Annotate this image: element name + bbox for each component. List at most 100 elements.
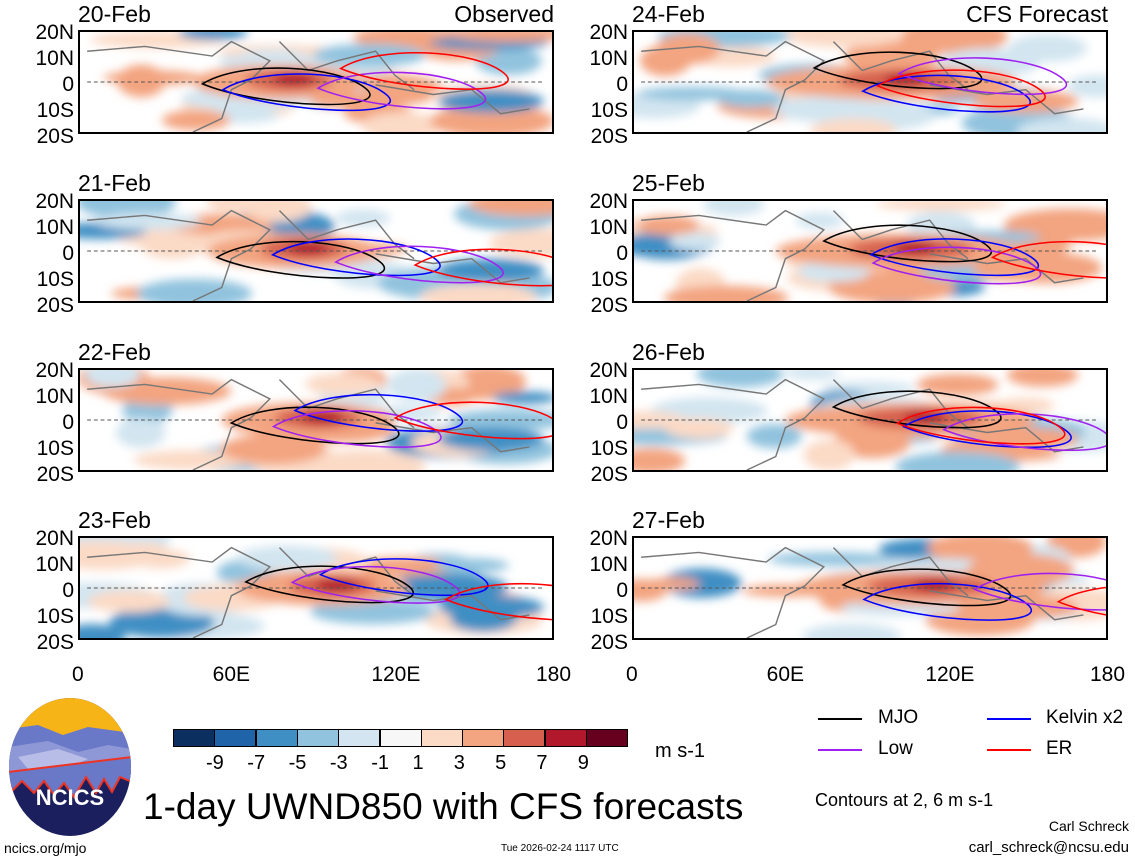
colorbar-label: 1: [412, 752, 424, 774]
wind-anomaly-shading: [895, 451, 1020, 470]
wind-anomaly-shading: [702, 201, 765, 216]
lat-tick-label: 0: [62, 411, 74, 434]
wind-anomaly-shading: [1067, 74, 1106, 98]
lat-tick-label: 20N: [589, 359, 628, 382]
contour-low: [942, 413, 1106, 451]
legend-label-kelvin: Kelvin x2: [1046, 707, 1124, 728]
email[interactable]: carl_schreck@ncsu.edu: [968, 839, 1129, 856]
panel-type-label: CFS Forecast: [966, 1, 1108, 27]
lat-tick-label: 10N: [589, 385, 628, 408]
wind-anomaly-shading: [996, 397, 1055, 414]
wind-anomaly-shading: [780, 32, 904, 48]
lon-tick-label: 120E: [371, 663, 421, 686]
colorbar-swatch: [255, 729, 298, 747]
wind-anomaly-shading: [637, 86, 751, 101]
lat-tick-label: 10N: [35, 385, 74, 408]
wind-anomaly-shading: [136, 278, 253, 301]
wind-anomaly-shading: [810, 118, 897, 132]
wind-anomaly-shading: [1016, 117, 1106, 132]
wind-anomaly-shading: [115, 417, 166, 448]
wind-anomaly-shading: [446, 32, 552, 43]
contour-kelvin: [221, 73, 391, 112]
colorbar-swatch: [338, 729, 381, 747]
colorbar-label: -7: [247, 752, 266, 774]
wind-anomaly-shading: [161, 110, 231, 131]
wind-anomaly-shading: [795, 212, 845, 229]
contour-er: [339, 51, 509, 90]
wind-anomaly-shading: [972, 595, 1079, 619]
contour-er: [895, 406, 1066, 445]
lat-tick-label: 10N: [35, 553, 74, 576]
wind-anomaly-shading: [313, 43, 426, 67]
lat-tick-label: 0: [616, 411, 628, 434]
wind-anomaly-shading: [468, 201, 529, 212]
panel-date: 22-Feb: [78, 339, 151, 365]
panel-date: 27-Feb: [632, 507, 705, 533]
coastline: [641, 40, 1084, 132]
contour-er: [413, 248, 552, 287]
wind-anomaly-shading: [87, 590, 171, 613]
colorbar-swatch: [214, 729, 257, 747]
panel-date: 24-Feb: [632, 1, 705, 27]
lat-tick-label: 20N: [35, 21, 74, 44]
lat-tick-label: 10S: [36, 437, 74, 460]
contour-kelvin: [862, 582, 1032, 621]
colorbar-swatch: [586, 729, 628, 747]
colorbar-swatch: [379, 729, 422, 747]
contour-low: [290, 565, 461, 604]
wind-anomaly-shading: [243, 201, 312, 223]
lat-tick-label: 0: [616, 579, 628, 602]
contour-low: [897, 57, 1067, 96]
contour-kelvin: [902, 410, 1072, 449]
wind-anomaly-shading: [1004, 208, 1106, 242]
map-panel-25-Feb: [632, 199, 1108, 303]
figure-title: 1-day UWND850 with CFS forecasts: [143, 786, 744, 827]
lat-tick-label: 20N: [589, 21, 628, 44]
wind-anomaly-shading: [972, 258, 1079, 282]
colorbar-label: 3: [453, 752, 465, 774]
lat-tick-label: 10N: [589, 216, 628, 239]
contour-kelvin: [318, 558, 489, 597]
contour-mjo: [215, 240, 385, 279]
contours-note: Contours at 2, 6 m s-1: [815, 790, 994, 810]
lon-tick-label: 0: [626, 663, 638, 686]
wind-anomaly-shading: [84, 370, 141, 388]
colorbar-label: 5: [495, 752, 507, 774]
legend-line-mjo: [818, 718, 862, 720]
contour-low: [271, 409, 442, 448]
lat-tick-label: 0: [62, 242, 74, 265]
lat-tick-label: 20S: [590, 125, 628, 148]
wind-anomaly-shading: [206, 201, 256, 212]
contour-kelvin: [270, 238, 441, 277]
legend-label-er: ER: [1046, 738, 1073, 759]
wind-anomaly-shading: [773, 95, 880, 123]
wind-anomaly-shading: [387, 370, 447, 403]
lon-tick-label: 180: [536, 663, 572, 686]
contour-kelvin: [861, 74, 1031, 113]
colorbar-label: -1: [371, 752, 389, 774]
wind-anomaly-shading: [801, 623, 902, 638]
colorbar-label: 7: [536, 752, 548, 774]
lat-tick-label: 0: [616, 242, 628, 265]
wind-anomaly-shading: [438, 89, 544, 113]
lat-tick-label: 20N: [35, 359, 74, 382]
lat-tick-label: 20S: [36, 631, 74, 654]
contour-er: [393, 401, 552, 440]
map-panel-22-Feb: [78, 368, 554, 472]
colorbar-label: -3: [329, 752, 348, 774]
legend-label-mjo: MJO: [878, 707, 919, 728]
website-link[interactable]: ncics.org/mjo: [4, 840, 87, 856]
panel-date: 21-Feb: [78, 170, 151, 196]
lat-tick-label: 10N: [35, 47, 74, 70]
lat-tick-label: 10S: [36, 605, 74, 628]
lat-tick-label: 20S: [590, 463, 628, 486]
lat-tick-label: 20N: [589, 527, 628, 550]
wind-anomaly-shading: [664, 418, 734, 439]
lon-tick-label: 120E: [925, 663, 975, 686]
wind-anomaly-shading: [361, 112, 444, 132]
lon-tick-label: 60E: [766, 663, 805, 686]
wind-anomaly-shading: [655, 33, 720, 65]
contour-mjo: [200, 67, 371, 106]
colorbar-label: -9: [206, 752, 224, 774]
lat-tick-label: 0: [616, 73, 628, 96]
